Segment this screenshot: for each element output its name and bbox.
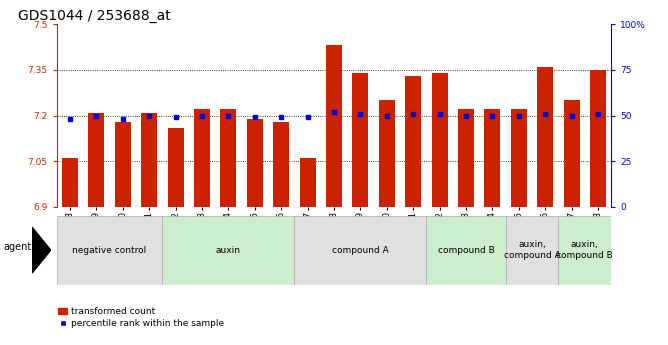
Bar xyxy=(506,216,558,285)
Polygon shape xyxy=(32,227,51,273)
Bar xyxy=(353,73,368,207)
Bar xyxy=(162,216,295,285)
Bar xyxy=(168,128,184,207)
Bar xyxy=(220,109,236,207)
Bar xyxy=(247,119,263,207)
Text: compound B: compound B xyxy=(438,246,494,255)
Bar xyxy=(194,109,210,207)
Bar xyxy=(379,100,395,207)
Bar xyxy=(426,216,506,285)
Bar xyxy=(484,109,500,207)
Bar xyxy=(115,122,131,207)
Bar xyxy=(295,216,426,285)
Text: auxin,
compound A: auxin, compound A xyxy=(504,240,560,260)
Bar xyxy=(558,216,611,285)
Bar xyxy=(141,112,157,207)
Bar xyxy=(511,109,527,207)
Text: compound A: compound A xyxy=(332,246,389,255)
Text: negative control: negative control xyxy=(72,246,147,255)
Legend: transformed count, percentile rank within the sample: transformed count, percentile rank withi… xyxy=(55,304,228,331)
Bar xyxy=(564,100,580,207)
Bar xyxy=(300,158,315,207)
Text: auxin,
compound B: auxin, compound B xyxy=(556,240,613,260)
Bar xyxy=(432,73,448,207)
Text: agent: agent xyxy=(3,242,31,252)
Bar xyxy=(57,216,162,285)
Bar xyxy=(537,67,553,207)
Bar xyxy=(88,112,104,207)
Bar xyxy=(62,158,78,207)
Bar xyxy=(590,70,606,207)
Bar xyxy=(273,122,289,207)
Bar xyxy=(458,109,474,207)
Text: GDS1044 / 253688_at: GDS1044 / 253688_at xyxy=(18,9,171,23)
Bar xyxy=(326,46,342,207)
Bar xyxy=(405,76,421,207)
Text: auxin: auxin xyxy=(216,246,241,255)
